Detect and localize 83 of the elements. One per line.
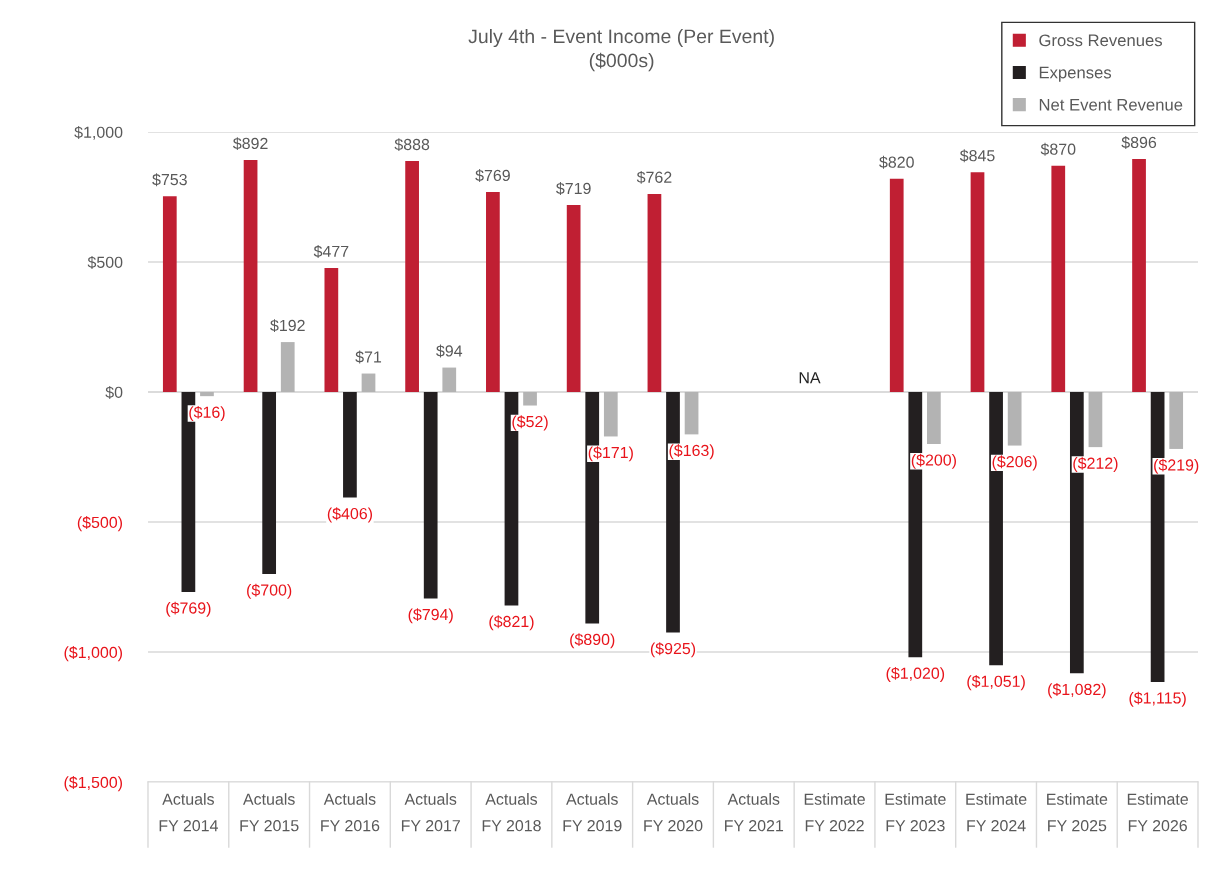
bar [647,193,662,392]
x-tick-label: Estimate FY 2025 [1047,793,1108,832]
data-label: $892 [232,137,268,151]
data-label: $762 [636,170,672,184]
bar [889,178,904,392]
y-tick-label: $0 [105,385,123,399]
x-tick-label: Actuals FY 2015 [240,793,299,832]
data-label: ($925) [650,642,696,658]
bar [405,161,419,392]
chart-subtitle: ($000s) [589,52,654,72]
bar [162,196,177,392]
data-label: ($163) [669,444,714,460]
y-tick-label: ($1,500) [64,776,123,792]
bar [1132,159,1146,392]
bar [523,392,537,406]
bar [566,205,581,392]
data-label: ($821) [489,615,534,631]
data-label: $888 [394,138,430,152]
data-label: $845 [959,149,995,163]
bar [684,392,699,435]
data-label: $477 [313,245,349,258]
data-label: $71 [355,350,382,364]
bar [442,367,457,392]
y-tick-label: ($500) [77,516,123,532]
x-tick-label: Actuals FY 2018 [482,793,541,832]
data-label: $769 [475,169,510,183]
data-label: ($890) [570,633,615,649]
bar [1007,392,1022,446]
data-label: ($212) [1073,456,1118,472]
data-label: ($16) [189,405,225,422]
data-label: $192 [270,319,305,333]
x-tick-label: Actuals FY 2019 [563,793,622,832]
data-label: ($206) [992,455,1037,471]
bar [603,392,618,437]
data-label: ($1,051) [967,675,1025,691]
bar [262,392,277,574]
bar [361,373,376,392]
data-label: ($52) [512,415,548,431]
data-label: ($171) [588,446,633,462]
bar [927,392,941,444]
bar [200,392,214,397]
chart-title: July 4th - Event Income (Per Event) [468,28,774,48]
bar [1088,392,1103,448]
data-label: ($219) [1154,458,1199,474]
data-label: $820 [879,155,914,169]
data-label: $753 [152,173,187,187]
data-label: $870 [1040,142,1076,156]
legend-label: Expenses [1039,66,1112,82]
bar [970,172,985,392]
data-label: ($200) [911,453,956,469]
x-tick-label: Actuals FY 2020 [644,793,703,832]
data-label: ($1,020) [886,666,945,683]
y-tick-label: $1,000 [74,125,123,140]
x-tick-label: Actuals FY 2017 [401,793,460,832]
bar [486,192,500,392]
data-label: $719 [556,182,591,196]
data-label: $896 [1121,136,1157,150]
bar [343,392,357,498]
bar [1169,392,1184,449]
annotation: NA [799,372,821,384]
x-tick-label: Actuals FY 2014 [159,793,218,832]
y-tick-label: $500 [87,255,123,269]
legend-label: Net Event Revenue [1039,99,1183,111]
x-tick-label: Actuals FY 2016 [321,793,380,832]
data-label: $94 [436,344,463,358]
bar [280,342,295,392]
y-tick-label: ($1,000) [64,646,123,662]
bar [324,267,339,392]
legend-label: Gross Revenues [1039,34,1162,47]
x-tick-label: Estimate FY 2022 [804,793,865,832]
data-label: ($1,115) [1129,691,1186,707]
data-label: ($794) [408,608,453,624]
data-label: ($1,082) [1048,683,1106,699]
bar [423,392,438,599]
bar [243,160,258,392]
data-label: ($406) [327,507,373,523]
x-tick-label: Estimate FY 2024 [966,793,1027,832]
bar [1051,165,1066,392]
data-label: ($769) [166,601,211,617]
data-label: ($700) [247,583,292,599]
x-tick-label: Estimate FY 2026 [1127,793,1188,832]
x-tick-label: Estimate FY 2023 [885,793,946,832]
x-tick-label: Actuals FY 2021 [725,793,784,832]
